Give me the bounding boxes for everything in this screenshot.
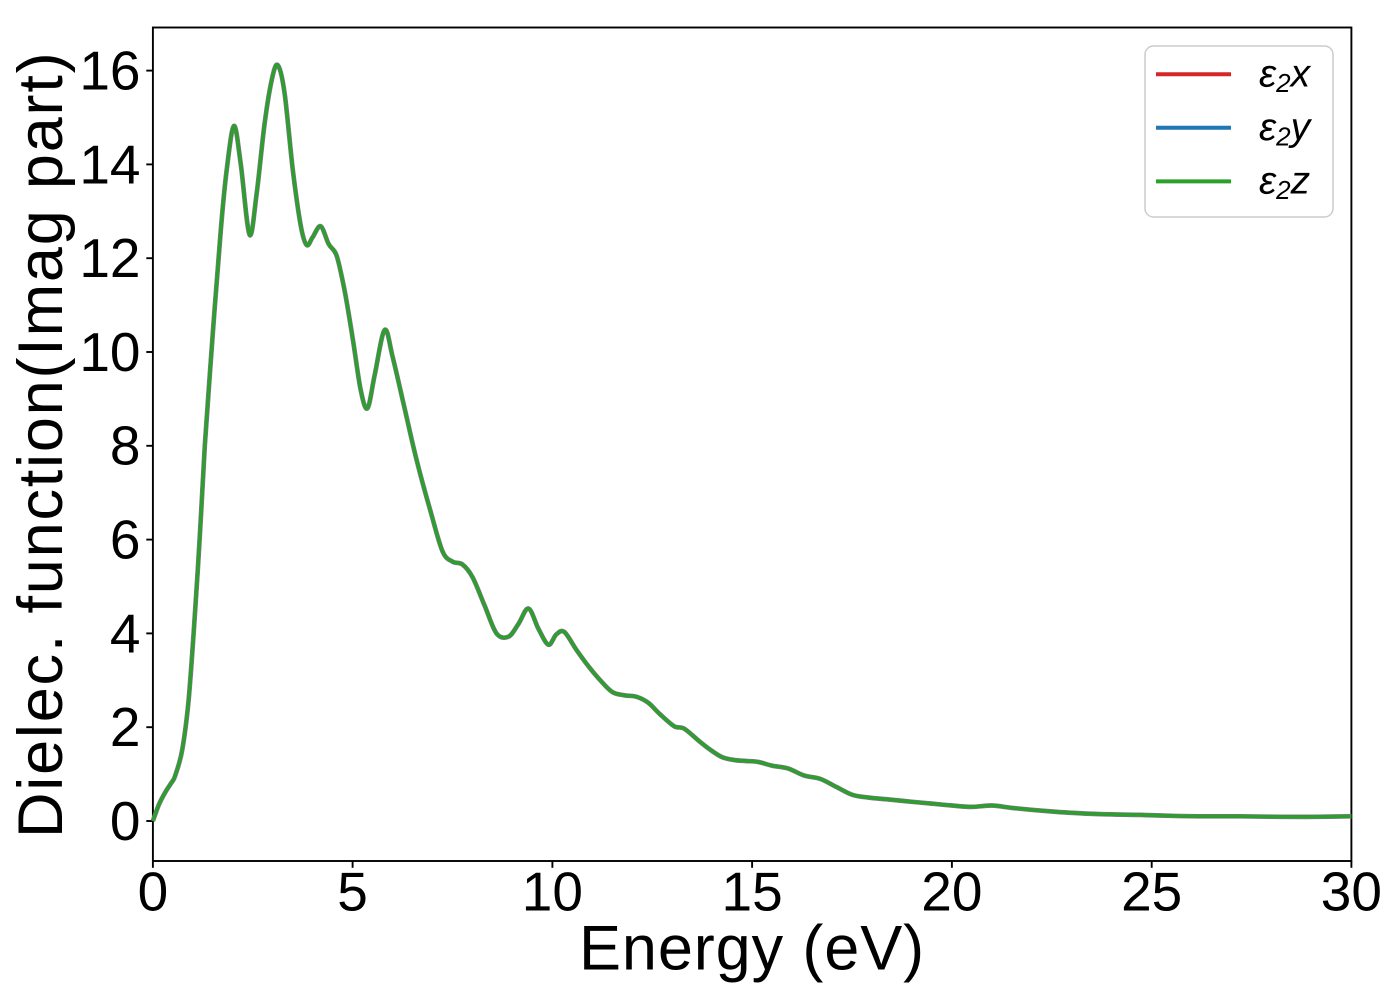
svg-text:25: 25: [1121, 861, 1182, 923]
svg-text:5: 5: [337, 861, 368, 923]
svg-text:2: 2: [110, 696, 141, 758]
svg-text:6: 6: [110, 509, 141, 571]
svg-text:30: 30: [1321, 861, 1382, 923]
svg-text:0: 0: [110, 790, 141, 852]
svg-text:Energy (eV): Energy (eV): [579, 914, 925, 984]
svg-text:10: 10: [522, 861, 583, 923]
svg-text:15: 15: [722, 861, 783, 923]
svg-text:20: 20: [921, 861, 982, 923]
svg-text:8: 8: [110, 415, 141, 477]
svg-text:16: 16: [79, 40, 140, 102]
svg-text:0: 0: [138, 861, 169, 923]
svg-text:Dielec. function(Imag part): Dielec. function(Imag part): [6, 51, 76, 838]
svg-text:10: 10: [79, 321, 140, 383]
svg-text:4: 4: [110, 602, 141, 664]
svg-text:14: 14: [79, 133, 140, 195]
svg-text:12: 12: [79, 227, 140, 289]
